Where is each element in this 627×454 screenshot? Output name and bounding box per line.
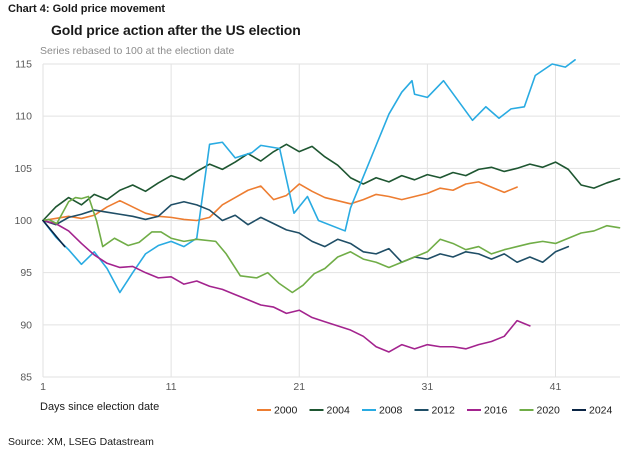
svg-text:2008: 2008	[379, 405, 403, 417]
svg-text:2000: 2000	[274, 405, 298, 417]
svg-text:Days since election date: Days since election date	[40, 401, 159, 413]
svg-text:21: 21	[293, 381, 305, 393]
svg-text:85: 85	[20, 372, 32, 384]
svg-text:2004: 2004	[327, 405, 351, 417]
svg-text:41: 41	[550, 381, 562, 393]
svg-text:11: 11	[166, 381, 177, 393]
svg-text:105: 105	[14, 163, 32, 175]
svg-text:31: 31	[422, 381, 434, 393]
svg-text:2020: 2020	[537, 405, 561, 417]
svg-text:90: 90	[20, 319, 32, 331]
svg-text:1: 1	[40, 381, 46, 393]
svg-text:110: 110	[15, 111, 32, 123]
svg-text:95: 95	[20, 267, 32, 279]
svg-text:2012: 2012	[432, 405, 456, 417]
svg-text:115: 115	[15, 59, 32, 71]
svg-text:2016: 2016	[484, 405, 508, 417]
svg-text:2024: 2024	[589, 405, 613, 417]
svg-text:100: 100	[14, 215, 32, 227]
